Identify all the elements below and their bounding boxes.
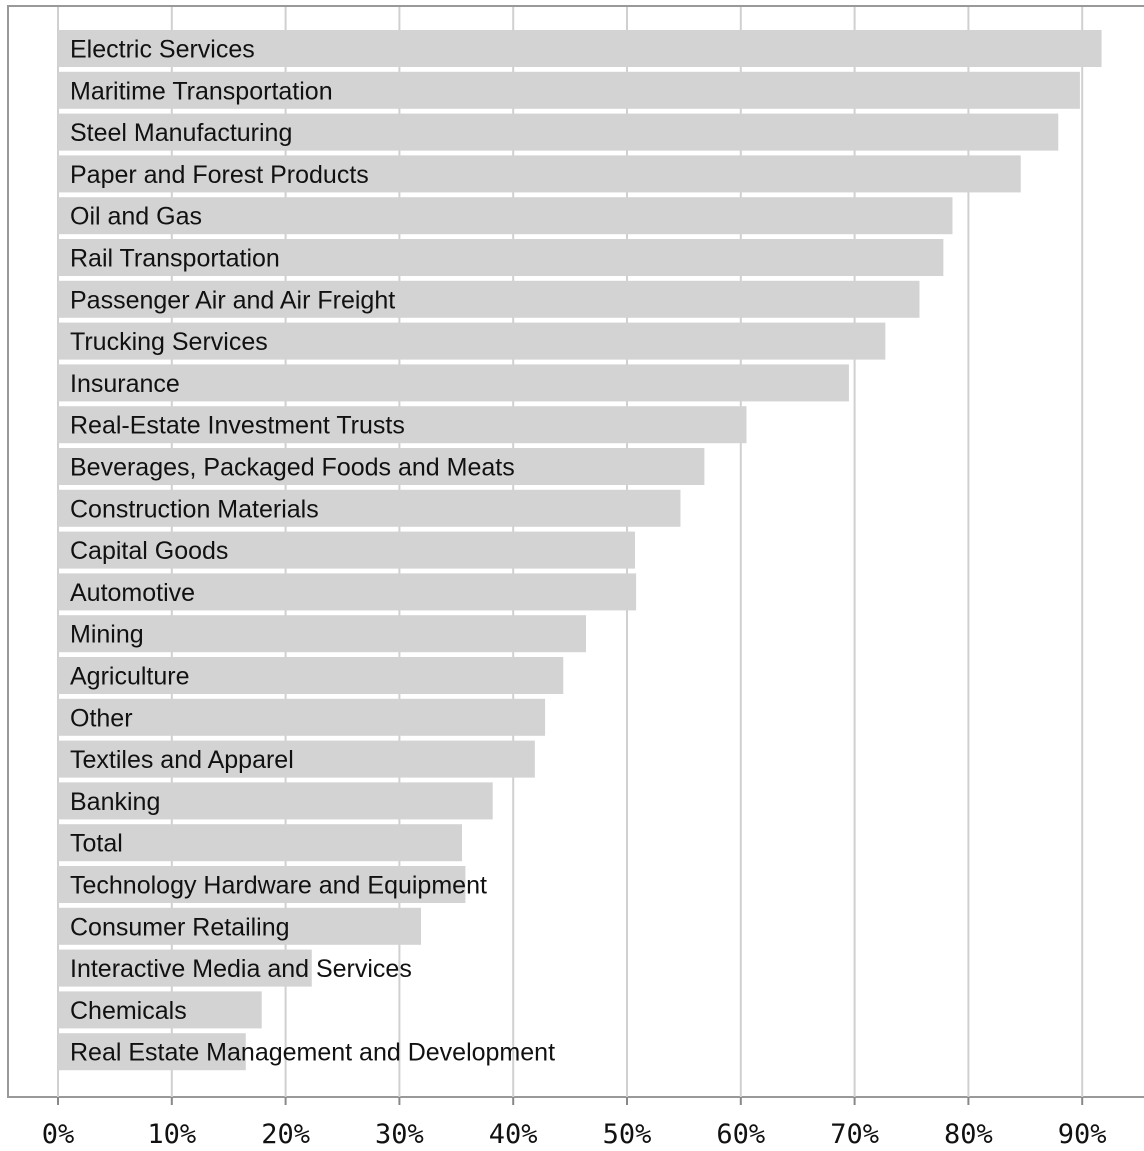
bar [58,573,637,611]
bar-label: Steel Manufacturing [70,119,292,147]
bar-label: Electric Services [70,36,255,64]
bar-labels: Electric Services Maritime Transportation… [70,36,555,1067]
bar-label: Real-Estate Investment Trusts [70,412,405,440]
x-tick-label: 0% [42,1119,75,1150]
x-tick-label: 80% [944,1119,993,1150]
bars [58,30,1102,1071]
x-axis-ticks: 0% 10% 20% 30% 40% 50% 60% 70% 80% 90% [42,1097,1107,1150]
bar [58,782,493,820]
bar [58,991,262,1029]
bar-label: Rail Transportation [70,245,280,273]
bar [58,239,944,276]
bar-label: Construction Materials [70,495,319,523]
bar-label: Textiles and Apparel [70,746,294,774]
bar [58,866,466,903]
bar [58,489,681,527]
x-tick-label: 40% [489,1119,538,1150]
bar-label: Interactive Media and Services [70,955,412,983]
x-tick-label: 10% [147,1119,196,1150]
bar [58,531,635,569]
bar [58,740,535,778]
bar [58,322,886,360]
x-tick-label: 60% [716,1119,765,1150]
bar [58,30,1102,67]
bar [58,406,747,444]
x-tick-label: 90% [1058,1119,1107,1150]
bar-label: Insurance [70,370,180,398]
bar-label: Maritime Transportation [70,77,333,105]
x-tick-label: 20% [261,1119,310,1150]
bar [58,364,849,402]
bar-label: Mining [70,621,144,649]
bar-label: Oil and Gas [70,203,202,231]
bar [58,907,422,945]
bar-label: Total [70,830,123,858]
x-tick-label: 50% [603,1119,652,1150]
bar [58,657,564,694]
bar [58,1033,246,1071]
bar [58,71,1080,109]
bar [58,113,1059,151]
bar [58,448,705,485]
bar-label: Agriculture [70,663,190,691]
x-tick-label: 70% [830,1119,879,1150]
bar-label: Other [70,704,133,732]
x-tick-label: 30% [375,1119,424,1150]
bar [58,155,1021,193]
bar [58,698,546,736]
bar [58,824,462,862]
bar-label: Banking [70,788,160,816]
bar-label: Trucking Services [70,328,268,356]
bar [58,615,587,653]
bar-label: Technology Hardware and Equipment [70,872,487,900]
bar-label: Automotive [70,579,195,607]
bar-label: Paper and Forest Products [70,161,369,189]
bar [58,197,953,235]
bar [58,280,920,318]
bar-label: Consumer Retailing [70,913,290,941]
bar-label: Passenger Air and Air Freight [70,286,395,314]
bar [58,949,312,987]
bar-label: Beverages, Packaged Foods and Meats [70,454,515,482]
bar-label: Capital Goods [70,537,228,565]
bar-label: Chemicals [70,997,187,1025]
bar-label: Real Estate Management and Development [70,1039,555,1067]
